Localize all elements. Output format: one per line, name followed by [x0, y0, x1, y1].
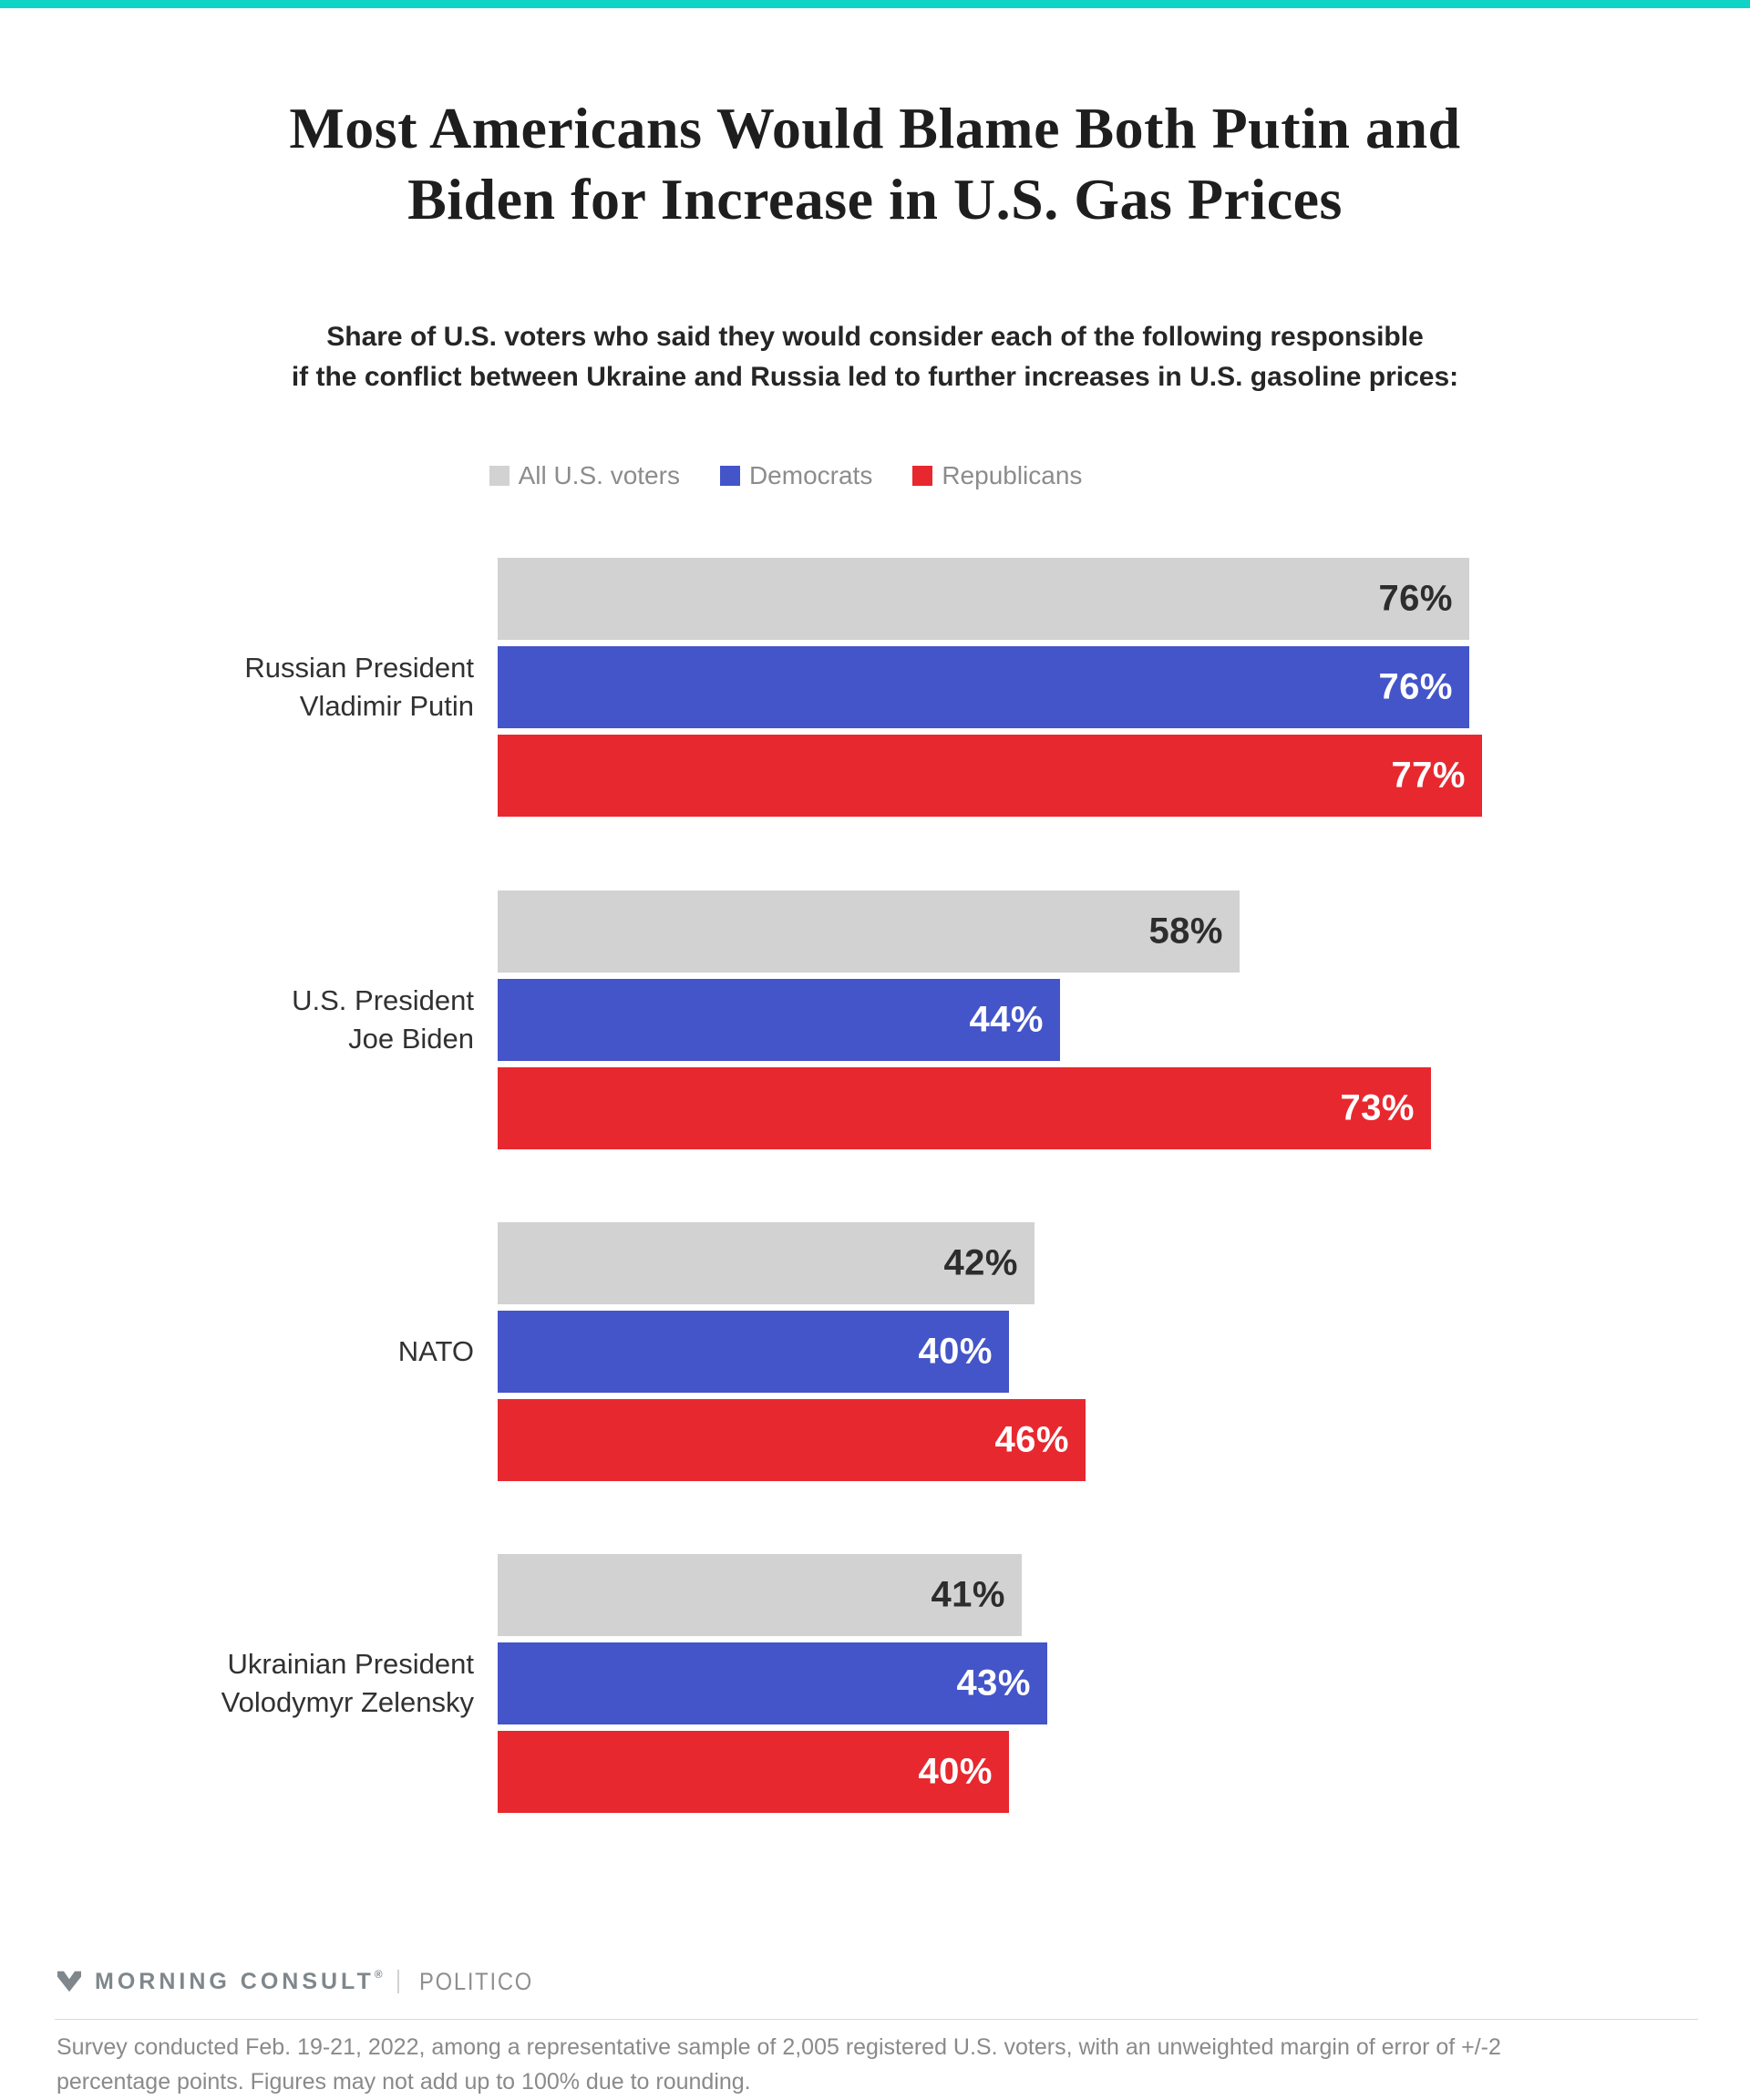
- bar-value-label: 46%: [994, 1419, 1069, 1460]
- morning-consult-text: MORNING CONSULT: [95, 1969, 375, 1994]
- category-label-putin: Russian President Vladimir Putin: [244, 652, 474, 722]
- bar-zelensky-republicans: 40%: [498, 1731, 1009, 1813]
- category-label-nato: NATO: [397, 1335, 474, 1367]
- footnote-divider: [55, 2019, 1698, 2020]
- bar-nato-all-voters: 42%: [498, 1222, 1035, 1304]
- registered-trademark-mark: ®: [374, 1968, 383, 1981]
- morning-consult-logo-icon: [57, 1971, 81, 1992]
- bar-value-label: 77%: [1391, 755, 1466, 796]
- bar-group-biden-bars: 58% 44% 73%: [498, 890, 1431, 1149]
- category-label-zelensky: Ukrainian President Volodymyr Zelensky: [221, 1648, 474, 1718]
- morning-consult-wordmark: MORNING CONSULT®: [95, 1968, 383, 1995]
- bar-value-label: 58%: [1148, 911, 1223, 952]
- bar-zelensky-democrats: 43%: [498, 1642, 1047, 1724]
- bar-group-zelensky: Ukrainian President Volodymyr Zelensky 4…: [0, 1554, 1750, 1813]
- bar-value-label: 43%: [956, 1662, 1031, 1704]
- top-accent-bar: [0, 0, 1750, 8]
- bar-zelensky-all-voters: 41%: [498, 1554, 1022, 1636]
- bar-value-label: 44%: [969, 999, 1044, 1040]
- bar-value-label: 76%: [1378, 578, 1453, 619]
- bar-putin-republicans: 77%: [498, 735, 1482, 817]
- politico-wordmark: POLITICO: [418, 1967, 533, 1995]
- page-title: Most Americans Would Blame Both Putin an…: [289, 96, 1461, 232]
- bar-nato-democrats: 40%: [498, 1311, 1009, 1393]
- legend-label-democrats: Democrats: [748, 461, 873, 489]
- legend-item-all-voters: All U.S. voters: [489, 461, 680, 490]
- legend-item-republicans: Republicans: [912, 461, 1082, 490]
- bar-putin-democrats: 76%: [498, 646, 1469, 728]
- bar-value-label: 73%: [1340, 1087, 1415, 1128]
- legend-label-all-voters: All U.S. voters: [518, 461, 680, 489]
- footer-brand-row: MORNING CONSULT® POLITICO: [57, 1963, 549, 2000]
- bar-group-putin: Russian President Vladimir Putin 76% 76%…: [0, 558, 1750, 817]
- legend-label-republicans: Republicans: [942, 461, 1083, 489]
- bar-group-nato: NATO 42% 40% 46%: [0, 1222, 1750, 1481]
- bar-value-label: 40%: [918, 1331, 993, 1372]
- bar-value-label: 41%: [931, 1574, 1005, 1615]
- bar-nato-republicans: 46%: [498, 1399, 1086, 1481]
- bar-putin-all-voters: 76%: [498, 558, 1469, 640]
- bar-biden-democrats: 44%: [498, 979, 1060, 1061]
- legend-swatch-all-voters: [489, 466, 510, 486]
- brand-divider: [396, 1970, 399, 1993]
- chart-subtitle: Share of U.S. voters who said they would…: [291, 322, 1459, 392]
- bar-biden-republicans: 73%: [498, 1067, 1431, 1149]
- bar-group-putin-bars: 76% 76% 77%: [498, 558, 1482, 817]
- bar-biden-all-voters: 58%: [498, 890, 1240, 973]
- bar-group-zelensky-bars: 41% 43% 40%: [498, 1554, 1047, 1813]
- legend-swatch-republicans: [912, 466, 933, 486]
- legend-item-democrats: Democrats: [719, 461, 873, 490]
- bar-group-biden: U.S. President Joe Biden 58% 44% 73%: [0, 890, 1750, 1149]
- bar-group-nato-bars: 42% 40% 46%: [498, 1222, 1086, 1481]
- bar-value-label: 42%: [943, 1242, 1018, 1283]
- legend-swatch-democrats: [719, 466, 740, 486]
- chart-legend: All U.S. voters Democrats Republicans: [0, 461, 1571, 490]
- bar-value-label: 76%: [1378, 666, 1453, 707]
- bar-value-label: 40%: [918, 1751, 993, 1792]
- survey-footnote: Survey conducted Feb. 19-21, 2022, among…: [57, 2034, 1501, 2095]
- category-label-biden: U.S. President Joe Biden: [292, 984, 474, 1055]
